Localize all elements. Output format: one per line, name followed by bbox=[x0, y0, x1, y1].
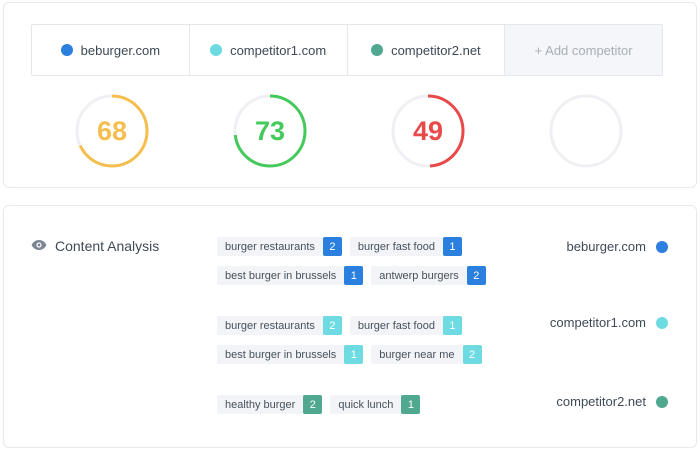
tab-label: beburger.com bbox=[80, 42, 161, 58]
keyword-text: burger near me bbox=[379, 348, 455, 361]
keyword-count-badge: 2 bbox=[322, 237, 342, 256]
keyword-row: burger restaurants 2 burger fast food 1 bbox=[217, 316, 462, 335]
competitor-label-beburger: beburger.com bbox=[566, 239, 668, 254]
score-gauge-competitor2: 49 bbox=[390, 93, 466, 169]
keyword-row: healthy burger 2 quick lunch 1 bbox=[217, 395, 421, 414]
keyword-row: best burger in brussels 1 antwerp burgers… bbox=[217, 266, 486, 285]
competitor1-color-dot bbox=[210, 44, 223, 56]
competitor-label-competitor1: competitor1.com bbox=[550, 315, 668, 330]
eye-icon bbox=[31, 238, 47, 254]
keyword-row: burger restaurants 2 burger fast food 1 bbox=[217, 237, 462, 256]
score-value: 49 bbox=[412, 115, 444, 146]
keyword-text: best burger in brussels bbox=[225, 269, 337, 282]
competitor1-color-dot bbox=[656, 316, 668, 329]
content-analysis-heading: Content Analysis bbox=[31, 238, 159, 254]
score-gauge-competitor1: 73 bbox=[232, 93, 308, 169]
gauge-ring bbox=[549, 94, 623, 168]
tab-label: competitor2.net bbox=[391, 42, 481, 58]
keyword-text: antwerp burgers bbox=[379, 269, 459, 282]
keyword-tag[interactable]: best burger in brussels 1 bbox=[217, 345, 364, 364]
score-gauge-empty bbox=[548, 93, 624, 169]
keyword-row: best burger in brussels 1 burger near me 2 bbox=[217, 345, 482, 364]
keyword-count-badge: 2 bbox=[303, 395, 323, 414]
keyword-count-badge: 1 bbox=[442, 316, 462, 335]
keyword-count-badge: 1 bbox=[401, 395, 421, 414]
keyword-count-badge: 2 bbox=[466, 266, 486, 285]
gauge-ring bbox=[391, 94, 465, 168]
tab-competitor1[interactable]: competitor1.com bbox=[190, 25, 348, 75]
keyword-text: burger restaurants bbox=[225, 240, 315, 253]
keyword-tag[interactable]: burger restaurants 2 bbox=[217, 316, 342, 335]
keyword-tag[interactable]: healthy burger 2 bbox=[217, 395, 323, 414]
site-color-dot bbox=[60, 44, 73, 56]
keyword-count-badge: 2 bbox=[462, 345, 482, 364]
keyword-tag[interactable]: antwerp burgers 2 bbox=[371, 266, 486, 285]
gauge-ring bbox=[233, 94, 307, 168]
score-value: 68 bbox=[96, 115, 128, 146]
keyword-tag[interactable]: best burger in brussels 1 bbox=[217, 266, 364, 285]
section-title: Content Analysis bbox=[55, 238, 160, 254]
competitor-tabs: beburger.com competitor1.com competitor2… bbox=[31, 24, 663, 76]
keyword-tag[interactable]: burger fast food 1 bbox=[349, 237, 462, 256]
competitor-name: beburger.com bbox=[566, 239, 647, 254]
keyword-text: burger restaurants bbox=[225, 319, 315, 332]
tab-competitor2[interactable]: competitor2.net bbox=[348, 25, 506, 75]
competitor-name: competitor2.net bbox=[556, 394, 646, 409]
keyword-tag[interactable]: burger near me 2 bbox=[371, 345, 482, 364]
competitor-label-competitor2: competitor2.net bbox=[556, 394, 668, 409]
tab-beburger[interactable]: beburger.com bbox=[32, 25, 190, 75]
site-color-dot bbox=[656, 240, 668, 253]
score-gauge-beburger: 68 bbox=[74, 93, 150, 169]
gauge-ring bbox=[75, 94, 149, 168]
keyword-count-badge: 1 bbox=[344, 345, 364, 364]
score-value: 73 bbox=[254, 115, 286, 146]
keyword-tag[interactable]: burger fast food 1 bbox=[349, 316, 462, 335]
keyword-count-badge: 1 bbox=[442, 237, 462, 256]
keyword-text: burger fast food bbox=[357, 240, 435, 253]
keyword-text: burger fast food bbox=[357, 319, 435, 332]
score-value bbox=[548, 93, 624, 169]
keyword-count-badge: 2 bbox=[322, 316, 342, 335]
competitor2-color-dot bbox=[371, 44, 384, 56]
keyword-text: best burger in brussels bbox=[225, 348, 337, 361]
competitor-name: competitor1.com bbox=[549, 315, 646, 330]
add-competitor-button[interactable]: + Add competitor bbox=[505, 25, 662, 75]
add-competitor-label: + Add competitor bbox=[534, 42, 633, 58]
tab-label: competitor1.com bbox=[230, 42, 327, 58]
keyword-text: healthy burger bbox=[225, 398, 296, 411]
competitor2-color-dot bbox=[656, 395, 668, 408]
keyword-count-badge: 1 bbox=[344, 266, 364, 285]
keyword-text: quick lunch bbox=[338, 398, 394, 411]
keyword-tag[interactable]: quick lunch 1 bbox=[330, 395, 421, 414]
keyword-tag[interactable]: burger restaurants 2 bbox=[217, 237, 342, 256]
